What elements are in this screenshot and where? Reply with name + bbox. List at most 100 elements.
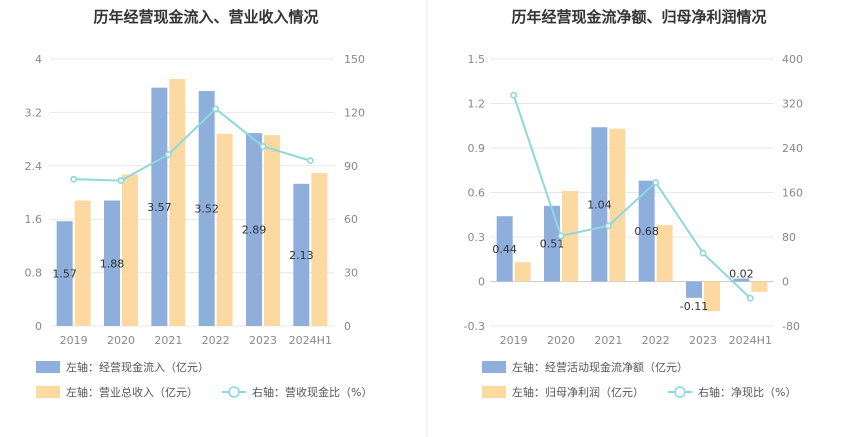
line-point [652,179,660,186]
left-tick-label: 0 [478,276,485,289]
left-tick-label: 0 [35,320,42,333]
right-axis: 0 30 60 90 120 150 [344,53,365,333]
legend-label: 左轴：经营现金流入（亿元） [66,360,209,374]
data-label: 1.57 [52,268,77,281]
legend-label: 右轴：净现比（%） [698,385,796,399]
left-tick-label: 0.6 [468,187,486,200]
chart-title: 历年经营现金流净额、归母净利润情况 [511,8,766,26]
legend-label: 左轴：营业总收入（亿元） [66,385,198,399]
bar-primary [496,216,513,282]
x-tick-label: 2020 [547,334,575,347]
bar-secondary [122,174,138,326]
panel-net-cashflow-profit: 历年经营现金流净额、归母净利润情况 -0.3 0 0.3 0.6 0.9 1.2 1.5 -… [464,8,803,399]
left-axis: -0.3 0 0.3 0.6 0.9 1.2 1.5 [464,53,485,333]
data-label: 0.02 [729,268,754,281]
data-label: 3.52 [194,203,219,216]
data-label: 2.13 [289,249,314,262]
legend-label: 左轴：归母净利润（亿元） [512,385,644,399]
right-tick-label: 240 [782,142,803,155]
x-tick-label: 2023 [249,334,277,347]
bar-primary [56,221,73,326]
line-series [70,105,314,184]
bar-primary [544,205,560,282]
right-tick-label: 0 [344,320,351,333]
data-label: -0.11 [680,300,708,313]
line-series [510,91,754,302]
right-tick-label: 60 [344,213,358,226]
bar-secondary [311,173,328,326]
data-label: 1.88 [100,257,125,270]
line-point [164,151,172,158]
x-tick-label: 2022 [642,334,670,347]
x-tick-label: 2019 [500,334,528,347]
right-tick-label: 400 [782,53,803,66]
data-label: 0.68 [634,225,659,238]
right-tick-label: 90 [344,160,358,173]
legend: 左轴：经营活动现金流净额（亿元） 左轴：归母净利润（亿元） 右轴：净现比（%） [482,360,796,399]
left-axis: 0 0.8 1.6 2.4 3.2 4 [25,53,43,333]
line-point [212,105,220,113]
x-tick-label: 2022 [202,334,230,347]
bar-secondary [562,191,578,282]
bar-primary [638,180,655,282]
line-point [117,177,125,184]
legend-swatch-dot [674,386,686,398]
bar-primary [591,127,608,282]
data-label: 3.57 [147,201,172,214]
bar-secondary [751,281,768,292]
bar-primary [686,281,702,298]
legend-label: 左轴：经营活动现金流净额（亿元） [512,360,688,374]
line-path [73,107,311,182]
left-tick-label: -0.3 [464,320,485,333]
chart-title: 历年经营现金流入、营业收入情况 [93,8,318,26]
x-tick-label: 2024H1 [729,334,772,347]
bar-secondary [264,135,280,326]
left-tick-label: 2.4 [25,160,43,173]
line-point [259,142,267,150]
bar-secondary [656,225,673,282]
data-label: 2.89 [242,224,267,237]
legend-label: 右轴：营收现金比（%） [252,385,372,399]
right-tick-label: 160 [782,187,803,200]
data-label: 0.44 [492,243,517,256]
x-tick-label: 2024H1 [289,334,332,347]
bar-primary [104,200,120,326]
x-axis: 2019 2020 2021 2022 2023 2024H1 [60,334,332,347]
left-tick-label: 0.8 [25,267,43,280]
bar-primary [246,133,262,326]
grid-lines [50,58,334,327]
bar-primary [293,183,310,326]
right-axis: -80 0 80 160 240 320 400 [782,53,803,333]
line-path [512,94,752,299]
data-label: 0.51 [540,238,565,251]
left-tick-label: 0.9 [468,142,486,155]
x-axis: 2019 2020 2021 2022 2023 2024H1 [500,334,772,347]
legend: 左轴：经营现金流入（亿元） 左轴：营业总收入（亿元） 右轴：营收现金比（%） [36,360,372,399]
right-tick-label: 120 [344,106,365,119]
line-point [699,249,707,257]
grid-lines [490,58,774,327]
data-labels: 1.57 1.88 3.57 3.52 2.89 2.13 [52,201,313,281]
x-tick-label: 2019 [60,334,88,347]
line-point [510,91,518,99]
line-point [306,157,314,165]
data-labels: 0.44 0.51 1.04 0.68 -0.11 0.02 [492,198,753,312]
bar-secondary [704,281,720,312]
panel-cash-inflow-revenue: 历年经营现金流入、营业收入情况 0 0.8 1.6 2.4 3.2 4 0 30 60 90 12… [25,8,373,399]
x-tick-label: 2021 [594,334,622,347]
left-tick-label: 0.3 [468,231,486,244]
bar-primary [198,91,215,326]
bar-secondary [609,128,626,282]
legend-swatch [36,361,60,373]
bar-primary [151,87,168,326]
line-point [70,175,78,183]
right-tick-label: 150 [344,53,365,66]
bar-series [496,127,768,312]
right-tick-label: -80 [782,320,800,333]
left-tick-label: 4 [35,53,42,66]
line-point [746,294,754,302]
left-tick-label: 1.6 [25,213,43,226]
left-tick-label: 1.5 [468,53,486,66]
